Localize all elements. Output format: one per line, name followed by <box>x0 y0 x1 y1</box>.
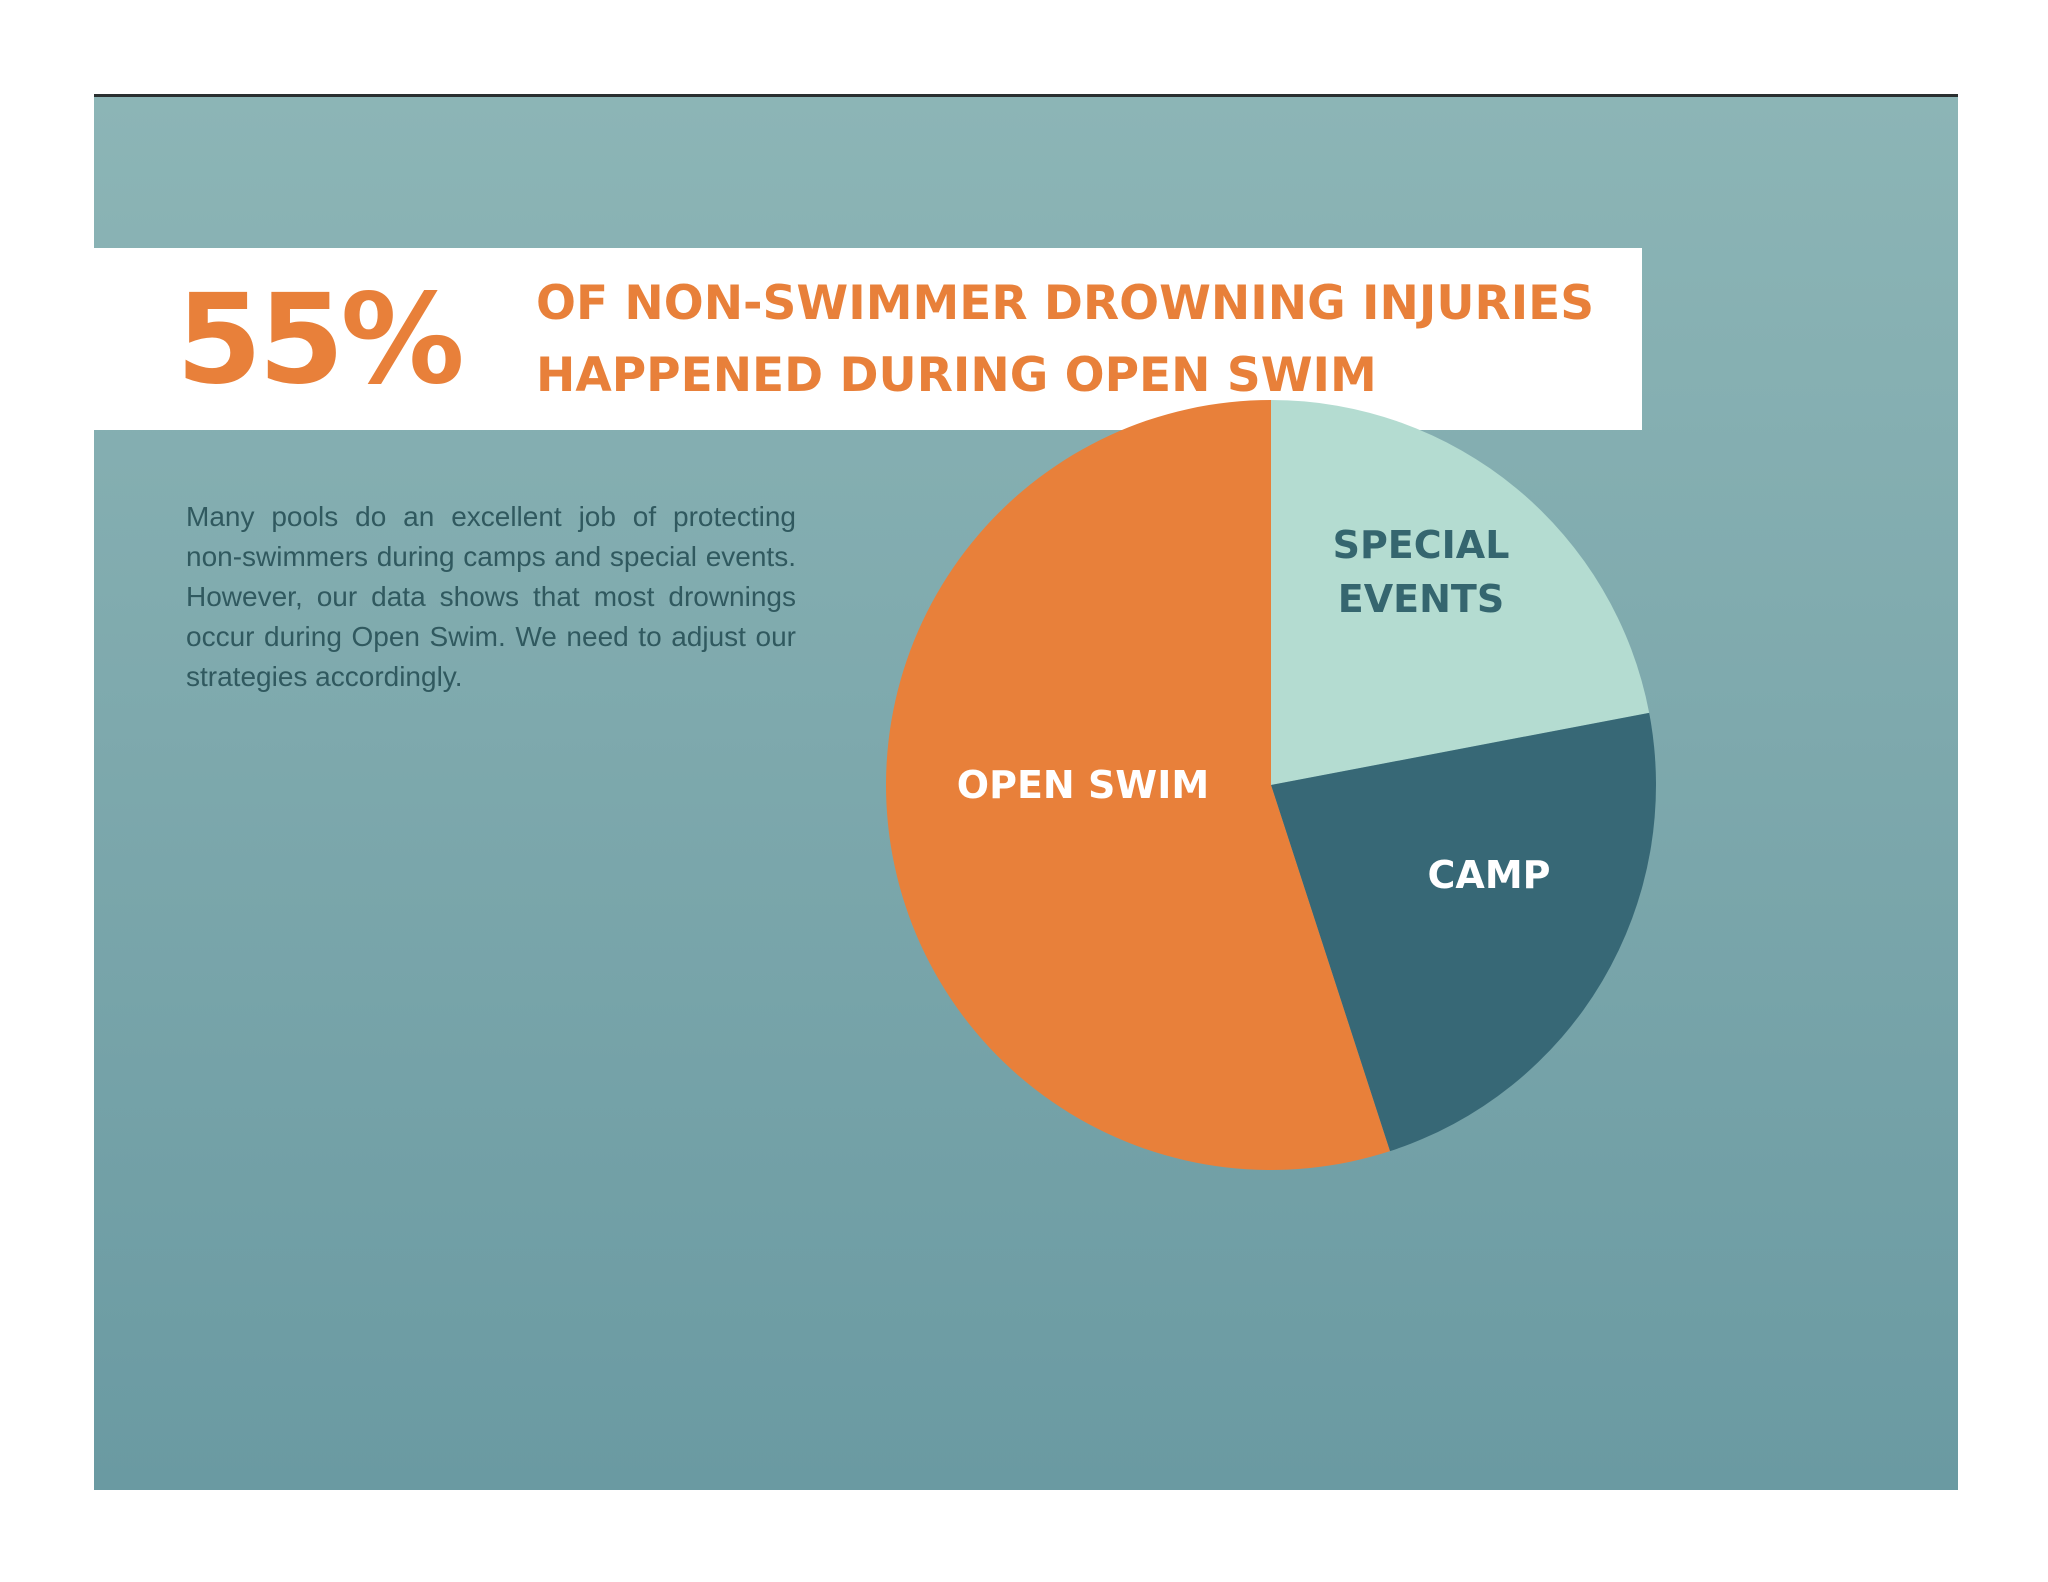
headline-text: OF NON-SWIMMER DROWNING INJURIES HAPPENE… <box>536 268 1594 412</box>
pie-slice-special-events <box>1271 400 1650 785</box>
pie-slice-open-swim <box>885 400 1390 1170</box>
body-paragraph: Many pools do an excellent job of protec… <box>186 501 796 692</box>
pie-chart: SPECIAL EVENTS CAMP OPEN SWIM <box>94 97 1958 1490</box>
pie-label-open-swim: OPEN SWIM <box>957 763 1209 807</box>
headline-line-2: HAPPENED DURING OPEN SWIM <box>536 348 1377 403</box>
headline-banner: 55% OF NON-SWIMMER DROWNING INJURIES HAP… <box>94 248 1642 430</box>
pie-label-special-events: SPECIAL EVENTS <box>1333 523 1510 621</box>
headline-line-1: OF NON-SWIMMER DROWNING INJURIES <box>536 276 1595 331</box>
infographic-panel: 55% OF NON-SWIMMER DROWNING INJURIES HAP… <box>94 94 1958 1490</box>
pie-slice-camp <box>1271 712 1656 1152</box>
headline-stat: 55% <box>176 268 465 412</box>
pie-label-camp: CAMP <box>1428 853 1551 897</box>
